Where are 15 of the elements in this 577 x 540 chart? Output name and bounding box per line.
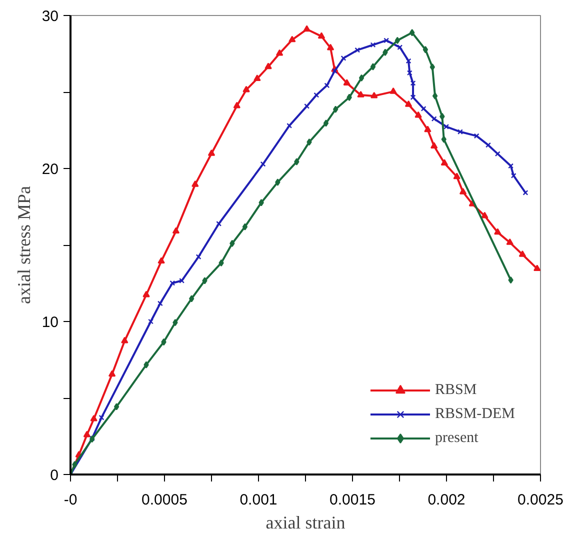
x-tick-label: 0.0005 [142, 492, 188, 508]
x-tick-label: 0.0015 [330, 492, 376, 508]
x-tick-label: 0.0025 [518, 492, 564, 508]
y-axis-title: axial stress MPa [14, 186, 34, 304]
x-tick-label: -0 [64, 492, 78, 508]
y-tick-label: 20 [42, 161, 59, 178]
x-tick-label: 0.002 [428, 492, 466, 508]
legend-label: RBSM-DEM [434, 406, 515, 422]
y-tick-label: 30 [42, 8, 59, 25]
legend-label: RBSM [434, 382, 477, 398]
x-tick-label: 0.001 [240, 492, 278, 508]
legend-label: present [434, 430, 478, 446]
x-axis-title: axial strain [266, 512, 346, 532]
y-tick-label: 0 [50, 467, 58, 484]
y-tick-label: 10 [42, 314, 59, 331]
